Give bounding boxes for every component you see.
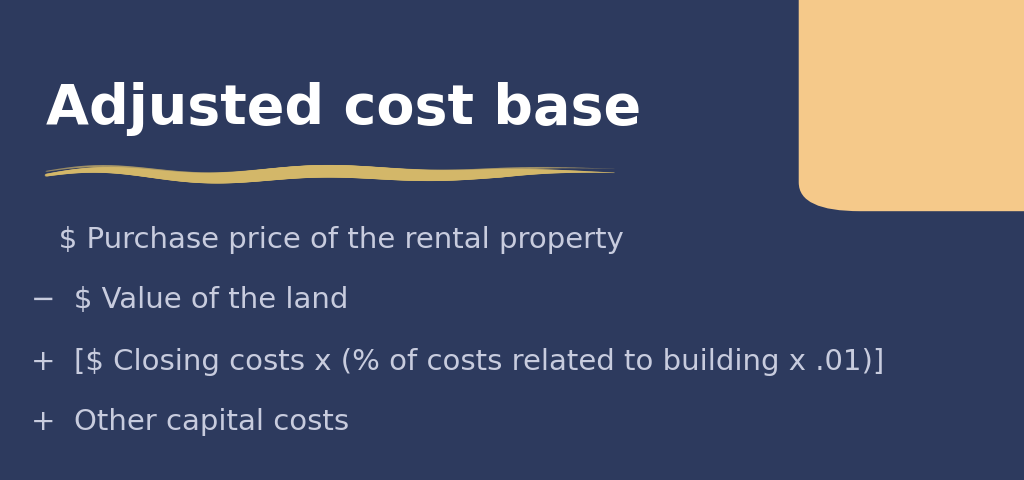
FancyBboxPatch shape <box>799 0 1024 211</box>
Text: +  [$ Closing costs x (% of costs related to building x .01)]: + [$ Closing costs x (% of costs related… <box>31 348 884 376</box>
Text: −  $ Value of the land: − $ Value of the land <box>31 286 348 314</box>
Text: $ Purchase price of the rental property: $ Purchase price of the rental property <box>31 226 624 254</box>
Text: +  Other capital costs: + Other capital costs <box>31 408 349 436</box>
Text: Adjusted cost base: Adjusted cost base <box>46 82 641 136</box>
